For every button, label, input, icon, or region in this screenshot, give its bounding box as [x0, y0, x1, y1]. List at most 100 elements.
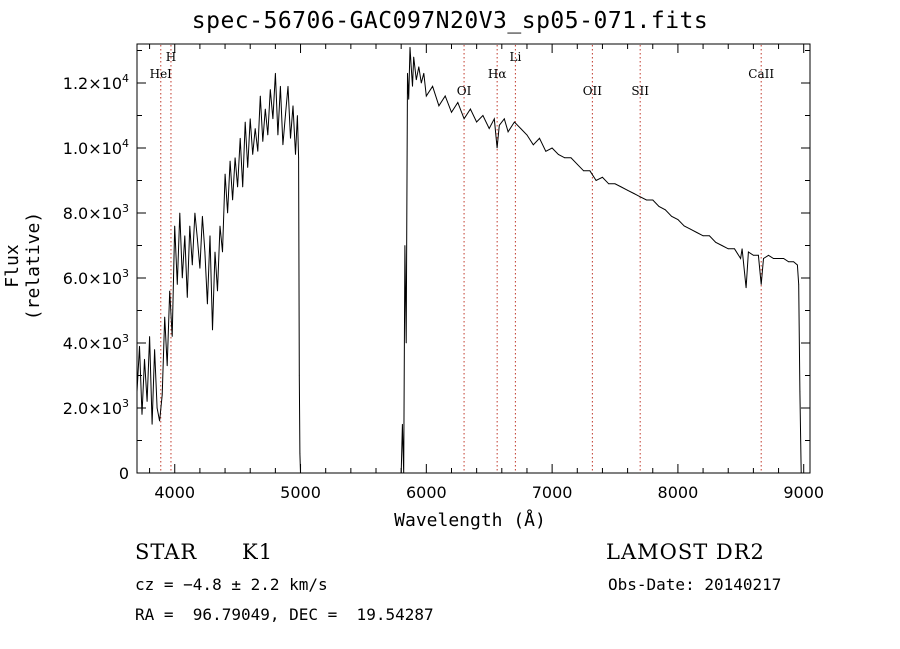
- flux-point: [763, 258, 764, 259]
- flux-point: [290, 137, 291, 139]
- flux-point: [696, 232, 698, 233]
- flux-point: [237, 186, 239, 188]
- y-tick-label: 1.0×104: [63, 137, 129, 158]
- flux-point: [298, 375, 300, 376]
- flux-point: [493, 118, 495, 120]
- y-tick-label: 4.0×103: [63, 332, 129, 353]
- line-marker-label: SII: [631, 84, 649, 98]
- flux-point: [217, 290, 218, 292]
- flux-point: [212, 329, 213, 331]
- flux-point: [627, 189, 628, 191]
- flux-point: [798, 284, 800, 285]
- flux-point: [194, 212, 196, 214]
- flux-point: [768, 254, 769, 256]
- flux-point: [727, 248, 729, 250]
- y-tick-label: 1.2×104: [63, 72, 129, 93]
- flux-point: [222, 251, 223, 253]
- flux-point: [202, 215, 203, 217]
- flux-point: [620, 186, 622, 188]
- flux-point: [748, 251, 749, 253]
- flux-point: [646, 199, 647, 201]
- flux-point: [292, 105, 294, 107]
- flux-point: [300, 472, 301, 474]
- flux-point: [204, 251, 206, 253]
- flux-point: [595, 180, 597, 181]
- flux-point: [254, 128, 256, 129]
- flux-point: [432, 85, 433, 87]
- flux-point: [249, 118, 251, 120]
- flux-point: [272, 118, 274, 120]
- redshift-text: cz = −4.8 ± 2.2 km/s: [135, 575, 328, 594]
- flux-point: [154, 349, 156, 350]
- flux-point: [797, 264, 798, 266]
- flux-point: [664, 209, 666, 211]
- flux-point: [741, 248, 743, 250]
- flux-point: [239, 137, 241, 139]
- flux-point: [570, 157, 572, 159]
- flux-point: [800, 472, 802, 474]
- x-tick-label: 7000: [532, 483, 573, 502]
- flux-point: [144, 358, 145, 360]
- flux-point: [488, 128, 490, 129]
- flux-point: [412, 85, 413, 87]
- flux-point: [482, 115, 484, 116]
- flux-point: [139, 345, 140, 347]
- x-tick-label: 4000: [154, 483, 195, 502]
- flux-point: [415, 79, 417, 81]
- flux-point: [287, 85, 289, 87]
- flux-point: [295, 154, 296, 155]
- flux-point: [463, 118, 465, 120]
- flux-point: [285, 115, 286, 116]
- line-marker-label: OII: [583, 84, 603, 98]
- flux-point: [191, 264, 193, 266]
- flux-point: [402, 423, 403, 425]
- flux-point: [514, 121, 515, 123]
- flux-point: [409, 46, 411, 48]
- flux-point: [197, 238, 198, 240]
- flux-point: [252, 154, 254, 155]
- flux-point: [709, 235, 710, 237]
- flux-point: [264, 108, 266, 110]
- flux-point: [721, 245, 723, 246]
- y-tick-label: 2.0×103: [63, 397, 129, 418]
- flux-point: [186, 297, 188, 298]
- flux-point: [405, 342, 407, 344]
- x-axis-label: Wavelength (Å): [394, 510, 546, 531]
- flux-point: [633, 193, 635, 194]
- x-tick-label: 5000: [280, 483, 321, 502]
- flux-point: [677, 219, 679, 220]
- subclass-label: K1: [242, 540, 274, 564]
- flux-point: [146, 401, 148, 402]
- flux-point: [788, 261, 789, 263]
- flux-point: [404, 245, 406, 246]
- flux-point: [234, 157, 236, 159]
- flux-point: [583, 170, 584, 172]
- flux-point: [498, 124, 500, 126]
- axes: 4000 5000 6000 7000 8000 9000 0 2.0×103 4.0×103 6…: [63, 43, 824, 502]
- flux-point: [229, 160, 231, 162]
- survey-label: LAMOST DR2: [606, 540, 765, 564]
- flux-point: [444, 95, 446, 97]
- flux-point: [181, 277, 183, 279]
- flux-point: [224, 173, 226, 175]
- flux-point: [169, 290, 171, 292]
- flux-point: [174, 225, 176, 227]
- flux-point: [470, 108, 471, 110]
- flux-point: [199, 267, 201, 269]
- flux-point: [418, 66, 420, 68]
- flux-point: [652, 199, 654, 201]
- flux-point: [551, 147, 553, 149]
- flux-point: [614, 183, 616, 185]
- flux-point: [209, 235, 211, 237]
- flux-point: [760, 284, 762, 285]
- flux-point: [410, 66, 412, 68]
- x-tick-label: 6000: [406, 483, 447, 502]
- flux-point: [671, 215, 672, 217]
- y-tick-label: 6.0×103: [63, 267, 129, 288]
- flux-point: [299, 453, 301, 454]
- flux-point: [658, 206, 660, 207]
- flux-point: [753, 254, 754, 256]
- flux-point: [136, 391, 138, 393]
